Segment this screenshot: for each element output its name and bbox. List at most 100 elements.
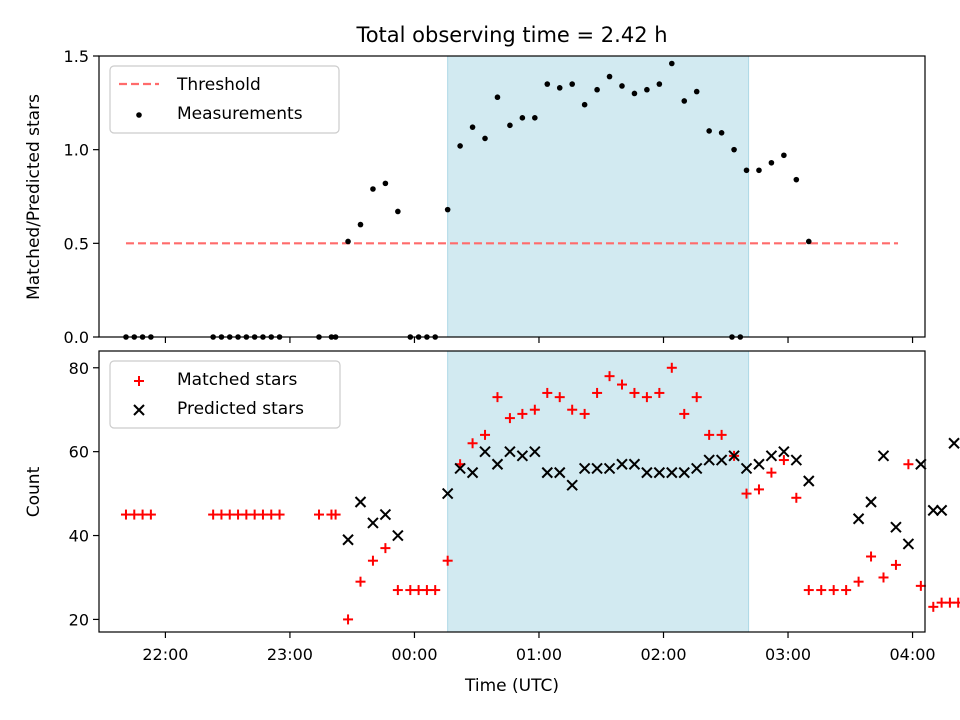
predicted-star-point (740, 462, 753, 475)
measurement-point (656, 81, 663, 87)
matched-star-point (517, 408, 528, 419)
measurement-point (457, 143, 463, 149)
legend-label: Measurements (177, 104, 303, 124)
predicted-star-stroke-b (616, 458, 628, 470)
predicted-star-point (603, 462, 616, 475)
measurement-point (743, 167, 750, 174)
predicted-star-stroke-b (641, 466, 653, 479)
predicted-star-stroke-b (740, 462, 753, 475)
predicted-star-point (491, 458, 504, 470)
predicted-star-point (566, 479, 578, 491)
measurement-point (731, 146, 737, 153)
predicted-star-stroke-b (890, 521, 902, 533)
predicted-star-stroke-b (715, 454, 728, 466)
predicted-star-point (935, 504, 948, 517)
predicted-star-point (554, 466, 566, 479)
predicted-star-stroke-b (354, 496, 367, 508)
top-ylabel: Matched/Predicted stars (24, 94, 44, 300)
matched-star-point (592, 387, 603, 398)
predicted-star-point (877, 450, 890, 462)
measurement-point (345, 238, 351, 245)
axes-frame (98, 55, 926, 338)
matched-star-point (841, 585, 852, 596)
legend-box (109, 360, 341, 429)
matched-star-point (504, 413, 515, 424)
predicted-star-stroke-b (728, 450, 740, 462)
measurement-point (594, 86, 600, 93)
legend-measurement-swatch (136, 112, 142, 118)
y-tick-label: 40 (69, 527, 89, 546)
predicted-star-stroke-b (691, 462, 703, 475)
matched-star-point (878, 572, 889, 583)
measurement-point (606, 73, 613, 80)
matched-star-point (274, 509, 285, 520)
predicted-star-stroke-b (653, 466, 666, 479)
predicted-star-stroke-b (454, 462, 466, 475)
matched-star-point (604, 371, 615, 382)
predicted-star-point (541, 466, 553, 479)
predicted-star-stroke-b (915, 458, 927, 470)
matched-star-point (629, 387, 640, 398)
measurement-point (569, 81, 575, 87)
measurement-point (619, 83, 625, 89)
matched-star-point (704, 429, 715, 440)
measurement-point (519, 115, 526, 121)
predicted-star-stroke-b (529, 445, 541, 458)
measurement-point (370, 186, 376, 192)
matched-star-point (442, 555, 453, 566)
predicted-star-point (392, 529, 404, 542)
predicted-star-point (715, 454, 728, 466)
y-tick-label: 0.0 (64, 328, 89, 347)
matched-star-point (741, 488, 752, 499)
predicted-star-stroke-b (803, 475, 815, 487)
predicted-star-stroke-b (865, 496, 877, 508)
measurement-point (395, 208, 401, 215)
matched-star-point (716, 429, 727, 440)
x-tick-label: 22:00 (142, 645, 188, 664)
measurement-point (469, 124, 476, 130)
measurement-point (693, 88, 700, 95)
predicted-star-point (578, 462, 591, 475)
predicted-star-point (641, 466, 653, 479)
predicted-star-stroke-b (603, 462, 616, 475)
matched-star-point (791, 492, 802, 503)
matched-star-point (641, 392, 652, 403)
predicted-star-point (852, 513, 865, 525)
predicted-star-point (379, 508, 392, 521)
predicted-star-stroke-b (541, 466, 553, 479)
matched-star-point (313, 509, 324, 520)
matched-star-point (828, 585, 839, 596)
predicted-star-stroke-b (441, 487, 454, 500)
predicted-star-point (703, 454, 715, 466)
x-axis-label: Time (UTC) (464, 676, 559, 696)
predicted-star-point (865, 496, 877, 508)
matched-star-point (492, 392, 503, 403)
matched-star-point (853, 576, 864, 587)
x-tick-label: 00:00 (391, 645, 437, 664)
matched-star-point (367, 555, 378, 566)
measurement-point (805, 238, 812, 245)
y-tick-label: 0.5 (64, 234, 89, 253)
predicted-star-stroke-b (504, 445, 516, 458)
measurement-point (644, 86, 650, 93)
y-tick-label: 1.0 (64, 141, 89, 160)
predicted-star-point (441, 487, 454, 500)
predicted-star-stroke-b (392, 529, 404, 542)
measurement-point (669, 60, 675, 67)
matched-star-point (145, 509, 156, 520)
matched-star-point (467, 438, 478, 449)
legend-box (109, 65, 340, 134)
bottom-panel: 20 40 60 80 22:00 23:00 00:00 01:00 02:00 03:00 04… (69, 350, 960, 664)
predicted-star-stroke-b (367, 517, 379, 529)
measurement-point (494, 94, 501, 101)
matched-star-point (343, 614, 354, 625)
matched-star-point (679, 408, 690, 419)
predicted-star-stroke-b (516, 450, 529, 462)
predicted-star-point (753, 458, 765, 470)
legend: Matched stars Predicted stars (109, 360, 341, 429)
predicted-star-stroke-b (491, 458, 504, 470)
matched-star-point (529, 404, 540, 415)
measurement-point (382, 180, 389, 187)
predicted-star-point (466, 466, 479, 479)
matched-star-point (903, 459, 914, 470)
